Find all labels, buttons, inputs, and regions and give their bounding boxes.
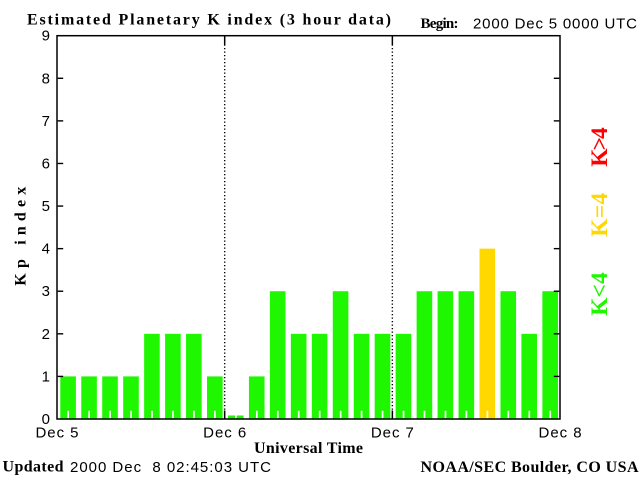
svg-text:K>4: K>4	[587, 127, 613, 167]
svg-text:K=4: K=4	[587, 192, 613, 236]
svg-text:Dec 5: Dec 5	[36, 425, 79, 442]
svg-text:NOAA/SEC Boulder, CO USA: NOAA/SEC Boulder, CO USA	[421, 459, 639, 476]
svg-text:Universal Time: Universal Time	[254, 440, 363, 457]
svg-text:0: 0	[42, 411, 50, 428]
svg-text:Dec 8: Dec 8	[539, 425, 582, 442]
svg-text:Estimated Planetary K index (3: Estimated Planetary K index (3 hour data…	[27, 12, 391, 29]
svg-text:2000 Dec 8 02:45:03 UTC: 2000 Dec 8 02:45:03 UTC	[70, 459, 271, 476]
svg-text:Dec 7: Dec 7	[371, 425, 414, 442]
svg-text:K<4: K<4	[587, 272, 613, 316]
svg-text:3: 3	[42, 283, 50, 300]
svg-text:8: 8	[42, 70, 50, 87]
svg-text:7: 7	[42, 113, 50, 130]
svg-text:5: 5	[42, 198, 50, 215]
svg-text:6: 6	[42, 155, 50, 172]
svg-text:1: 1	[42, 368, 50, 385]
svg-text:2: 2	[42, 326, 50, 343]
svg-text:Begin:: Begin:	[421, 16, 459, 32]
svg-text:Dec 6: Dec 6	[203, 425, 246, 442]
svg-text:Updated: Updated	[3, 459, 64, 476]
svg-text:4: 4	[42, 241, 50, 258]
svg-text:2000 Dec 5 0000 UTC: 2000 Dec 5 0000 UTC	[473, 16, 637, 33]
svg-text:9: 9	[42, 28, 50, 45]
